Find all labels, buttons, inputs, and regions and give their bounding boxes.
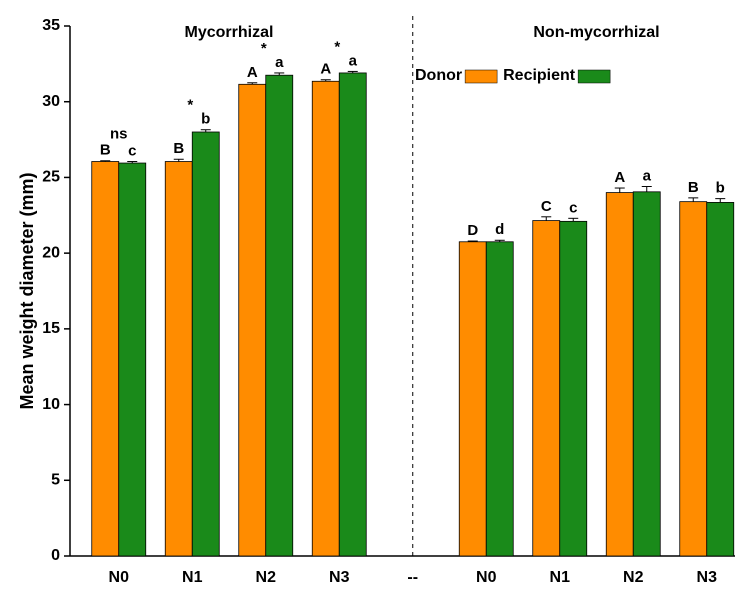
- x-tick-label: N3: [329, 569, 350, 586]
- group-letter: D: [467, 222, 478, 239]
- y-tick-label: 5: [51, 472, 60, 489]
- y-tick-label: 15: [42, 320, 60, 337]
- section-label: Mycorrhizal: [185, 24, 274, 41]
- y-tick-label: 0: [51, 547, 60, 564]
- x-tick-label: --: [407, 569, 418, 586]
- significance-label: *: [261, 40, 267, 57]
- group-letter: A: [614, 169, 625, 186]
- bar: [164, 161, 193, 557]
- group-letter: d: [495, 221, 504, 238]
- group-letter: b: [716, 180, 725, 197]
- y-axis-label: Mean weight diameter (mm): [17, 172, 37, 409]
- y-tick-label: 30: [42, 93, 60, 110]
- legend-swatch: [577, 69, 611, 84]
- section-label: Non-mycorrhizal: [533, 24, 659, 41]
- group-letter: B: [100, 142, 111, 159]
- x-tick-label: N0: [109, 569, 130, 586]
- bar: [706, 202, 735, 557]
- bar: [118, 162, 147, 557]
- group-letter: c: [128, 142, 136, 159]
- legend-swatch: [464, 69, 498, 84]
- group-letter: A: [247, 64, 258, 81]
- x-tick-label: N2: [256, 569, 277, 586]
- group-letter: c: [569, 199, 577, 216]
- bar: [485, 241, 514, 557]
- group-letter: A: [320, 61, 331, 78]
- group-letter: b: [201, 111, 210, 128]
- group-letter: C: [541, 198, 552, 215]
- group-letter: a: [275, 54, 284, 71]
- bar: [679, 201, 708, 557]
- y-tick-label: 35: [42, 17, 60, 34]
- significance-label: *: [334, 38, 340, 55]
- bar: [91, 161, 120, 557]
- x-tick-label: N1: [182, 569, 203, 586]
- significance-label: ns: [110, 126, 128, 143]
- x-tick-label: N1: [550, 569, 571, 586]
- group-letter: B: [173, 140, 184, 157]
- y-tick-label: 10: [42, 396, 60, 413]
- bar: [311, 80, 340, 557]
- y-tick-label: 25: [42, 169, 60, 186]
- bar: [191, 131, 220, 557]
- bar: [265, 74, 294, 557]
- legend-label: Donor: [415, 67, 462, 84]
- bar: [605, 192, 634, 557]
- x-tick-label: N2: [623, 569, 644, 586]
- bar: [238, 83, 267, 557]
- legend-label: Recipient: [503, 67, 576, 84]
- x-tick-label: N3: [697, 569, 718, 586]
- bar: [559, 220, 588, 557]
- y-tick-label: 20: [42, 244, 60, 261]
- significance-label: *: [187, 97, 193, 114]
- group-letter: a: [643, 167, 652, 184]
- bar: [338, 72, 367, 557]
- bar: [532, 220, 561, 557]
- group-letter: B: [688, 179, 699, 196]
- bar: [632, 191, 661, 557]
- x-tick-label: N0: [476, 569, 497, 586]
- bar: [458, 241, 487, 557]
- group-letter: a: [349, 52, 358, 69]
